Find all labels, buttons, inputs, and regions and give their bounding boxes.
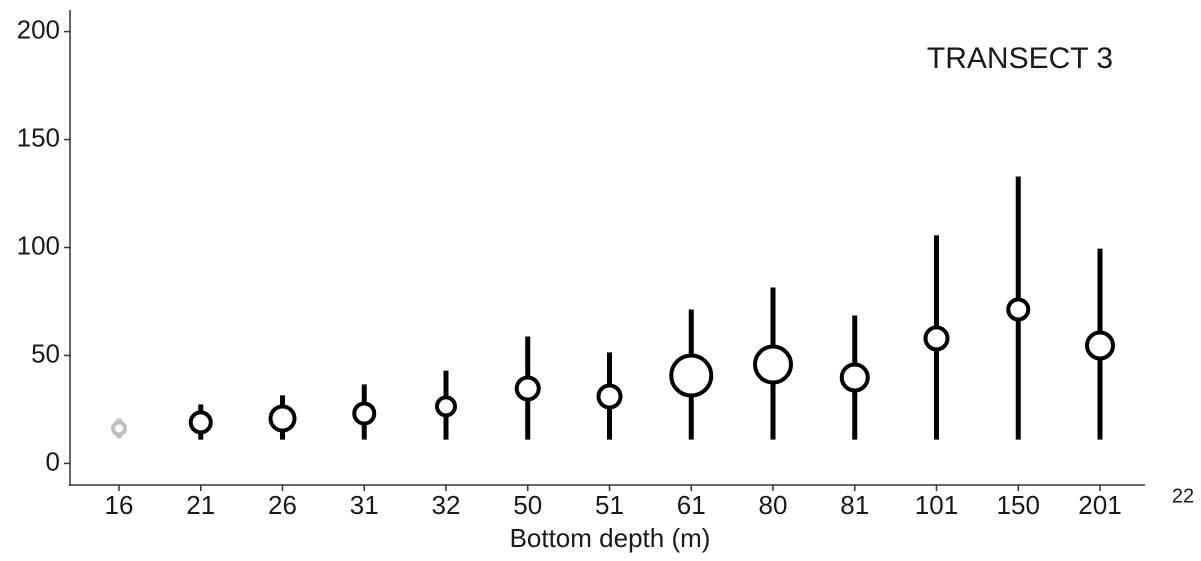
x-tick-label: 31	[350, 490, 379, 520]
x-tick-label: 201	[1078, 490, 1121, 520]
point	[669, 353, 714, 398]
y-tick-label: 0	[46, 446, 60, 476]
x-tick-label: 32	[432, 490, 461, 520]
x-tick-label: 81	[840, 490, 869, 520]
x-tick-label: 61	[677, 490, 706, 520]
point	[111, 420, 127, 437]
x-tick-label: 26	[268, 490, 297, 520]
y-tick-label: 50	[31, 338, 60, 368]
x-tick-label: 101	[915, 490, 958, 520]
point	[596, 383, 623, 410]
point	[753, 344, 793, 385]
point	[1085, 330, 1115, 361]
point	[923, 325, 950, 352]
point	[839, 362, 870, 393]
point	[188, 410, 213, 435]
page-number: 22	[1172, 485, 1194, 507]
point	[514, 375, 541, 402]
point	[352, 401, 377, 426]
point	[435, 395, 457, 418]
x-axis-label: Bottom depth (m)	[510, 523, 711, 553]
point	[1006, 297, 1031, 322]
y-tick-label: 100	[17, 230, 60, 260]
x-tick-label: 150	[997, 490, 1040, 520]
x-tick-label: 51	[595, 490, 624, 520]
y-tick-label: 200	[17, 14, 60, 44]
x-tick-label: 50	[513, 490, 542, 520]
x-tick-label: 16	[105, 490, 134, 520]
point	[268, 404, 297, 433]
y-tick-label: 150	[17, 122, 60, 152]
chart-title: TRANSECT 3	[927, 42, 1113, 75]
x-tick-label: 21	[186, 490, 215, 520]
x-tick-label: 80	[759, 490, 788, 520]
